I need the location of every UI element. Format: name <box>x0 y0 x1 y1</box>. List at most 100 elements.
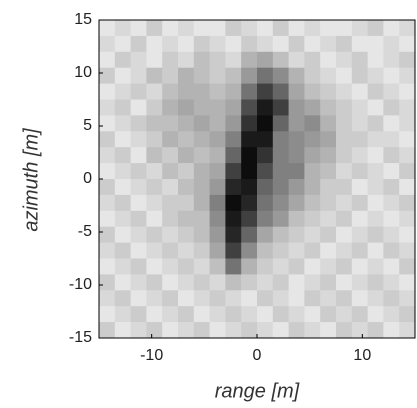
heatmap-cell <box>257 274 274 291</box>
heatmap-cell <box>399 115 416 132</box>
heatmap-cell <box>130 226 147 244</box>
heatmap-cell <box>99 20 116 37</box>
heatmap-cell <box>320 83 337 100</box>
heatmap-cell <box>367 322 384 339</box>
heatmap-cell <box>288 290 305 307</box>
heatmap-cell <box>130 147 147 164</box>
heatmap-cell <box>320 194 337 212</box>
heatmap-cell <box>288 274 305 291</box>
heatmap-cell <box>367 226 384 244</box>
heatmap-cell <box>304 67 321 85</box>
heatmap-cell <box>99 290 116 307</box>
heatmap-cell <box>288 35 305 53</box>
heatmap-cell <box>99 179 116 196</box>
heatmap-cell <box>178 163 195 180</box>
heatmap-cell <box>399 99 416 116</box>
heatmap-cell <box>225 194 242 212</box>
heatmap-cell <box>193 147 211 164</box>
heatmap-cell <box>257 179 274 196</box>
heatmap-cell <box>99 83 116 100</box>
heatmap-cell <box>178 322 195 339</box>
heatmap-cell <box>304 242 321 259</box>
heatmap-cell <box>351 163 369 180</box>
heatmap-cell <box>241 258 258 275</box>
heatmap-cell <box>288 306 305 323</box>
heatmap-cell <box>367 99 384 116</box>
heatmap-cell <box>225 83 242 100</box>
heatmap-cell <box>193 306 211 323</box>
heatmap-cell <box>272 210 290 228</box>
heatmap-cell <box>146 83 163 100</box>
heatmap-cell <box>288 194 305 212</box>
heatmap-cell <box>288 147 305 164</box>
heatmap-cell <box>367 51 384 69</box>
heatmap-cell <box>336 163 353 180</box>
heatmap-cell <box>383 306 400 323</box>
heatmap-cell <box>383 51 400 69</box>
heatmap-cell <box>399 290 416 307</box>
heatmap-cell <box>225 51 242 69</box>
heatmap-cell <box>336 306 353 323</box>
heatmap-cell <box>351 20 369 37</box>
heatmap-cell <box>130 306 147 323</box>
heatmap-cell <box>383 210 400 228</box>
heatmap-cell <box>99 306 116 323</box>
heatmap-cell <box>146 226 163 244</box>
heatmap-cell <box>367 258 384 275</box>
heatmap-cell <box>114 210 132 228</box>
heatmap-cell <box>383 179 400 196</box>
heatmap-cell <box>304 115 321 132</box>
heatmap-cell <box>225 290 242 307</box>
heatmap-cell <box>367 147 384 164</box>
heatmap-cell <box>241 115 258 132</box>
heatmap-cell <box>162 274 179 291</box>
heatmap-cell <box>320 99 337 116</box>
heatmap-cell <box>320 67 337 85</box>
heatmap-cell <box>367 20 384 37</box>
heatmap-cell <box>162 147 179 164</box>
heatmap-cell <box>272 20 290 37</box>
y-tick-label: 15 <box>74 11 92 28</box>
heatmap-cell <box>399 210 416 228</box>
heatmap-cell <box>383 131 400 148</box>
heatmap-cell <box>288 163 305 180</box>
heatmap-cell <box>178 290 195 307</box>
heatmap-cell <box>320 51 337 69</box>
heatmap-cell <box>399 258 416 275</box>
heatmap-cell <box>320 242 337 259</box>
heatmap-cell <box>178 274 195 291</box>
heatmap-cell <box>288 131 305 148</box>
heatmap-cell <box>178 147 195 164</box>
heatmap-cell <box>209 99 226 116</box>
heatmap-cell <box>304 131 321 148</box>
heatmap-cell <box>272 290 290 307</box>
heatmap <box>99 20 416 339</box>
heatmap-cell <box>351 35 369 53</box>
heatmap-cell <box>146 194 163 212</box>
heatmap-cell <box>351 258 369 275</box>
heatmap-cell <box>99 210 116 228</box>
heatmap-cell <box>209 147 226 164</box>
heatmap-cell <box>209 274 226 291</box>
heatmap-cell <box>146 163 163 180</box>
heatmap-cell <box>257 226 274 244</box>
heatmap-cell <box>336 131 353 148</box>
heatmap-cell <box>288 83 305 100</box>
heatmap-cell <box>114 290 132 307</box>
heatmap-cell <box>257 210 274 228</box>
y-tick-label: -15 <box>69 329 92 346</box>
heatmap-cell <box>241 290 258 307</box>
heatmap-cell <box>241 179 258 196</box>
heatmap-cell <box>114 99 132 116</box>
heatmap-cell <box>367 290 384 307</box>
heatmap-cell <box>320 290 337 307</box>
heatmap-cell <box>272 306 290 323</box>
heatmap-cell <box>162 115 179 132</box>
heatmap-cell <box>99 242 116 259</box>
heatmap-cell <box>162 242 179 259</box>
heatmap-cell <box>383 322 400 339</box>
heatmap-cell <box>336 274 353 291</box>
heatmap-cell <box>130 179 147 196</box>
heatmap-cell <box>272 99 290 116</box>
